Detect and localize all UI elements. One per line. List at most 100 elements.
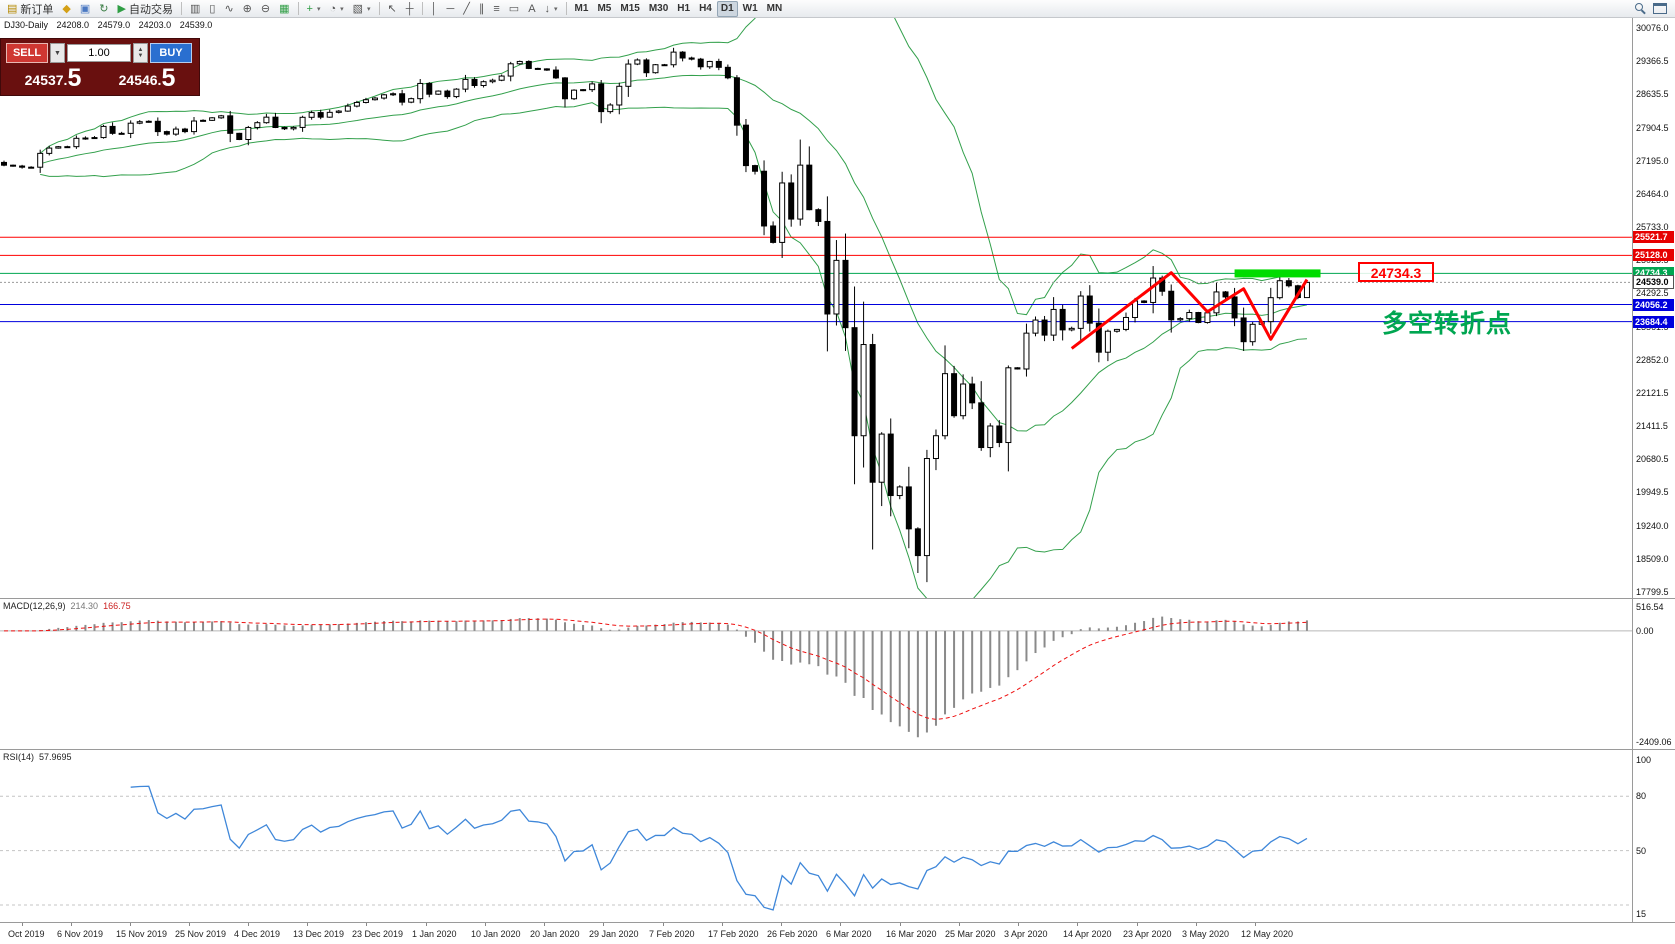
vertical-line-icon[interactable]: │: [427, 1, 442, 17]
price-axis-label: 20680.5: [1636, 454, 1669, 465]
date-tick: [307, 923, 308, 926]
market-watch-icon[interactable]: ▣: [76, 1, 94, 17]
timeframe-m15-label: M15: [620, 3, 640, 14]
date-label: 20 Jan 2020: [530, 929, 580, 939]
arrows-icon[interactable]: ↓ ▾: [541, 1, 562, 17]
shapes-icon[interactable]: ▭: [505, 1, 523, 17]
panel-separator[interactable]: [0, 598, 1675, 599]
templates-icon-glyph: ▧: [352, 2, 364, 15]
market-watch-icon-glyph: ▣: [79, 2, 91, 15]
date-label: 13 Dec 2019: [293, 929, 345, 939]
volume-spinner[interactable]: ▲ ▼: [133, 43, 148, 63]
periods-icon[interactable]: ◔ ▾: [325, 1, 347, 17]
timeframe-m15[interactable]: M15: [616, 1, 643, 17]
candlestick-type-icon[interactable]: ▯: [205, 1, 219, 17]
date-label: 17 Feb 2020: [708, 929, 759, 939]
date-label: 29 Jan 2020: [589, 929, 639, 939]
date-tick: [189, 923, 190, 926]
timeframe-w1-label: W1: [742, 3, 758, 14]
periods-icon-dropdown[interactable]: ▾: [340, 5, 344, 13]
indicators-icon-dropdown[interactable]: ▾: [316, 5, 321, 13]
date-label: 10 Jan 2020: [471, 929, 521, 939]
chart-ohlc-header: DJ30-Daily 24208.0 24579.0 24203.0 24539…: [4, 20, 218, 30]
date-label: 25 Mar 2020: [945, 929, 996, 939]
price-axis-label: 22852.0: [1636, 354, 1669, 365]
rsi-axis-label: 50: [1636, 845, 1647, 856]
line-chart-type-icon[interactable]: ∿: [220, 1, 237, 17]
timeframe-m30[interactable]: M30: [645, 1, 672, 17]
zoom-out-icon[interactable]: ⊖: [257, 1, 274, 17]
date-label: 25 Nov 2019: [175, 929, 227, 939]
fibonacci-icon[interactable]: ≡: [489, 1, 503, 17]
search-icon[interactable]: [1635, 3, 1646, 14]
tile-windows-icon[interactable]: ▦: [275, 1, 293, 17]
timeframe-mn[interactable]: MN: [763, 1, 787, 17]
timeframe-mn-label: MN: [766, 3, 783, 14]
volume-input[interactable]: [67, 44, 131, 62]
timeframe-d1[interactable]: D1: [716, 0, 738, 17]
cursor-icon[interactable]: ↖: [384, 1, 401, 17]
new-window-icon[interactable]: [1653, 3, 1667, 14]
auto-trading-button[interactable]: ▶ 自动交易: [114, 1, 177, 17]
auto-trading-button-glyph: ▶: [117, 2, 126, 15]
new-order-button-glyph: ▤: [7, 2, 18, 15]
toolbar-separator: [565, 2, 567, 15]
timeframe-h4[interactable]: H4: [695, 1, 716, 17]
bar-chart-type-icon[interactable]: ▥: [186, 1, 204, 17]
resistance-price-label: 24734.3: [1358, 262, 1434, 283]
macd-chart[interactable]: [0, 599, 1632, 749]
trendline-icon[interactable]: ╱: [459, 1, 474, 17]
timeframe-h1[interactable]: H1: [673, 1, 694, 17]
date-tick: [1137, 923, 1138, 926]
date-label: 3 Apr 2020: [1004, 929, 1048, 939]
date-tick: [22, 923, 23, 926]
channel-icon[interactable]: ∥: [475, 1, 489, 17]
refresh-icon[interactable]: ↻: [95, 1, 112, 17]
panel-separator[interactable]: [0, 749, 1675, 750]
date-label: 4 Dec 2019: [234, 929, 281, 939]
date-label: 6 Mar 2020: [826, 929, 872, 939]
timeframe-m1[interactable]: M1: [571, 1, 593, 17]
arrows-icon-dropdown[interactable]: ▾: [554, 5, 558, 13]
economic-calendar-icon[interactable]: ◆: [58, 1, 74, 17]
timeframe-m1-label: M1: [574, 3, 589, 14]
macd-axis-label: 516.54: [1636, 602, 1664, 612]
economic-calendar-icon-glyph: ◆: [62, 2, 71, 15]
rsi-chart[interactable]: [0, 750, 1632, 922]
spinner-up-icon[interactable]: ▲: [137, 47, 144, 53]
chart-low: 24203.0: [138, 20, 172, 30]
templates-icon-dropdown[interactable]: ▾: [367, 5, 371, 13]
horizontal-line-icon-glyph: ─: [446, 2, 455, 15]
timeframe-m5[interactable]: M5: [593, 1, 615, 17]
date-tick: [366, 923, 367, 926]
buy-button[interactable]: BUY: [150, 43, 192, 63]
templates-icon[interactable]: ▧ ▾: [349, 1, 375, 17]
crosshair-icon[interactable]: ┼: [402, 1, 418, 17]
buy-price[interactable]: 24546. 5: [118, 64, 176, 92]
chart-workspace: DJ30-Daily 24208.0 24579.0 24203.0 24539…: [0, 18, 1675, 944]
sell-price[interactable]: 24537. 5: [24, 64, 82, 92]
price-axis-label: 19949.5: [1636, 487, 1669, 498]
horizontal-line-icon[interactable]: ─: [442, 1, 458, 17]
volume-dropdown-button[interactable]: ▼: [50, 43, 65, 63]
spinner-down-icon[interactable]: ▼: [137, 53, 144, 59]
price-axis-label: 27904.5: [1636, 122, 1669, 133]
rsi-label: RSI(14) 57.9695: [3, 752, 72, 762]
text-label-icon[interactable]: A: [524, 1, 539, 17]
macd-axis-label: -2409.06: [1636, 737, 1672, 747]
new-order-button-label: 新订单: [20, 3, 54, 16]
timeframe-w1[interactable]: W1: [739, 1, 762, 17]
price-axis-label: 18509.0: [1636, 553, 1669, 564]
sell-button[interactable]: SELL: [6, 43, 48, 63]
new-order-button[interactable]: ▤ 新订单: [3, 1, 57, 17]
rsi-axis-label: 15: [1636, 909, 1647, 919]
indicators-icon[interactable]: + ▾: [303, 1, 325, 17]
price-chart[interactable]: [0, 18, 1632, 598]
timeframe-m5-label: M5: [597, 3, 612, 14]
price-badge: 24056.2: [1633, 298, 1674, 311]
price-badge: 24539.0: [1633, 275, 1674, 290]
zoom-out-icon-glyph: ⊖: [260, 2, 271, 15]
date-tick: [248, 923, 249, 926]
zoom-in-icon[interactable]: ⊕: [239, 1, 256, 17]
date-label: 26 Feb 2020: [767, 929, 818, 939]
